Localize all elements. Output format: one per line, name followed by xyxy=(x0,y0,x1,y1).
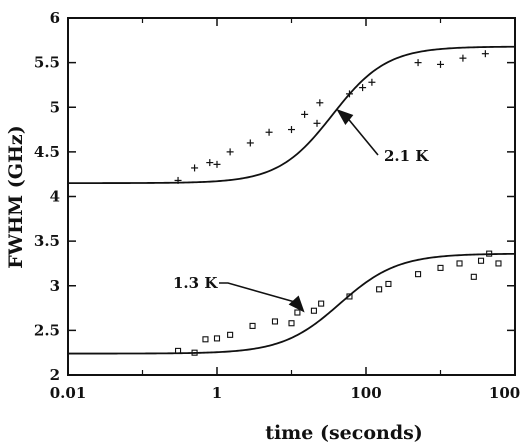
y-tick-label: 2.5 xyxy=(34,321,60,339)
arrow-2-1-k-line xyxy=(347,118,379,156)
square-marker xyxy=(318,300,325,307)
arrow-1-3-k-head xyxy=(288,295,305,313)
plus-marker xyxy=(459,54,467,62)
y-tick-label: 5 xyxy=(50,98,60,116)
x-tick-label: 0.01 xyxy=(50,384,87,402)
y-tick-label: 6 xyxy=(50,9,60,27)
square-marker xyxy=(346,293,353,300)
plus-marker xyxy=(174,176,182,184)
square-marker xyxy=(202,336,209,343)
square-marker xyxy=(486,250,493,257)
y-tick-label: 2 xyxy=(50,366,60,384)
square-marker xyxy=(415,271,422,278)
x-tick-label: 100 xyxy=(350,384,381,402)
plus-marker xyxy=(368,78,376,86)
plus-marker xyxy=(191,164,199,172)
square-marker xyxy=(294,309,301,316)
plus-marker xyxy=(313,119,321,127)
plus-marker xyxy=(359,84,367,92)
square-marker xyxy=(310,307,317,314)
annotation-2-1-k: 2.1 K xyxy=(384,147,429,165)
plus-marker xyxy=(288,126,295,134)
square-marker xyxy=(213,335,221,342)
y-tick-label: 5.5 xyxy=(34,54,60,72)
annotation-arrows xyxy=(219,109,379,313)
square-marker xyxy=(174,347,182,354)
y-axis-label: FWHM (GHz) xyxy=(5,125,27,268)
square-marker xyxy=(249,322,256,329)
plus-marker xyxy=(213,160,221,168)
fit-curve-2 xyxy=(68,252,516,355)
square-marker xyxy=(376,286,383,293)
arrow-1-3-k-line xyxy=(219,282,297,304)
square-marker xyxy=(477,257,485,264)
x-axis-ticks: 0.01 1 100 10000 xyxy=(50,18,520,402)
square-marker xyxy=(385,280,392,288)
plus-marker xyxy=(345,90,353,98)
square-marker xyxy=(288,320,295,327)
y-tick-label: 3 xyxy=(50,277,60,295)
plus-marker xyxy=(206,159,214,167)
square-marker xyxy=(470,273,477,280)
y-axis-ticks: 2 2.5 3 3.5 4 4.5 5 5.5 6 xyxy=(34,9,515,384)
plus-marker xyxy=(414,59,422,67)
square-marker xyxy=(456,260,463,267)
plus-marker xyxy=(301,110,309,118)
y-tick-label: 4.5 xyxy=(34,143,60,161)
plus-marker xyxy=(437,60,444,68)
square-marker xyxy=(495,260,502,267)
fit-curves xyxy=(68,45,516,355)
x-tick-label: 10000 xyxy=(489,384,520,402)
square-marker xyxy=(271,318,279,325)
annotation-1-3-k: 1.3 K xyxy=(173,274,218,292)
plus-marker xyxy=(226,148,234,156)
square-marker xyxy=(191,349,198,356)
y-tick-label: 3.5 xyxy=(34,232,60,250)
fit-curve-1 xyxy=(68,45,516,184)
arrow-2-1-k-head xyxy=(336,109,354,126)
square-marker xyxy=(227,331,234,338)
square-marker xyxy=(437,264,444,271)
x-tick-label: 1 xyxy=(212,384,222,402)
plus-marker xyxy=(265,128,273,136)
plus-marker xyxy=(481,50,489,58)
x-axis-label: time (seconds) xyxy=(265,422,423,444)
plus-marker xyxy=(246,139,254,147)
plus-marker xyxy=(316,99,324,107)
data-points xyxy=(174,50,502,356)
plot-frame xyxy=(67,17,516,376)
y-tick-label: 4 xyxy=(50,188,60,206)
